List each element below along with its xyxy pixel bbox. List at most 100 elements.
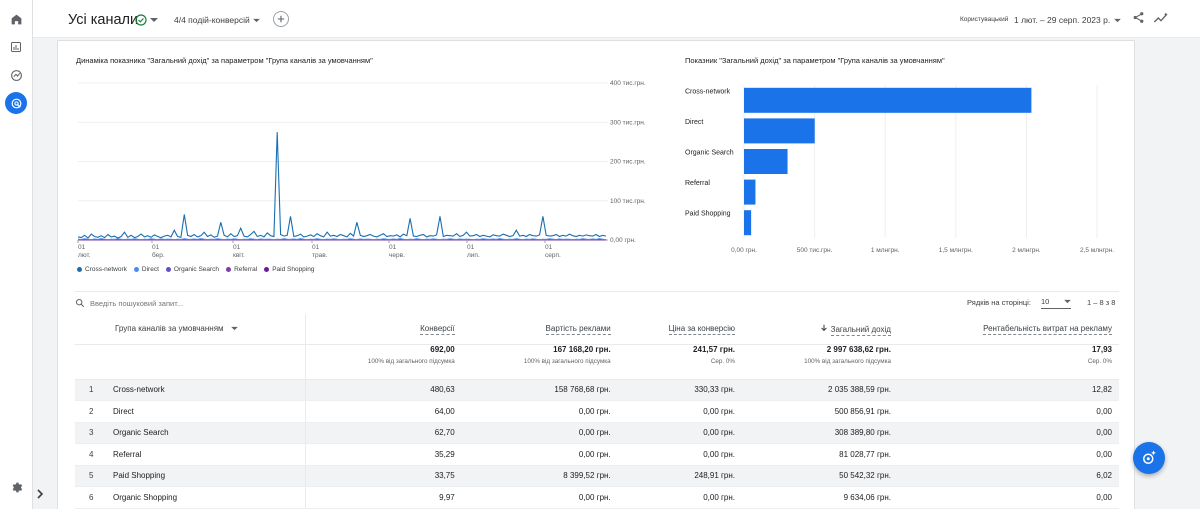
x-tick-label: 2 млнгрн. xyxy=(1012,247,1041,254)
row-channel-name[interactable]: Cross-network xyxy=(113,379,306,401)
series-line xyxy=(77,132,607,239)
bar-category-label: Referral xyxy=(685,180,710,187)
row-metric-cell: 6,02 xyxy=(897,465,1119,487)
row-metric-cell: 64,00 xyxy=(305,400,462,423)
legend-item[interactable]: Referral xyxy=(226,266,257,273)
x-tick-month: черв. xyxy=(389,252,405,259)
date-range-text: 1 лют. – 29 серп. 2023 р. xyxy=(1014,15,1111,25)
row-metric-cell: 50 542,32 грн. xyxy=(742,465,898,487)
table-row: 6 Organic Shopping 9,97 0,00 грн. 0,00 грн. 9… xyxy=(75,486,1119,509)
search-icon xyxy=(75,298,85,308)
x-tick-month: лют. xyxy=(78,252,91,259)
row-metric-cell: 33,75 xyxy=(305,465,462,487)
x-tick-label: 500 тис.грн. xyxy=(797,247,833,254)
rows-per-page-select[interactable]: 10 xyxy=(1041,295,1071,309)
expand-nav-chevron-icon[interactable] xyxy=(33,486,47,502)
settings-gear-icon[interactable] xyxy=(5,476,27,498)
row-index: 3 xyxy=(75,422,113,444)
column-header-ad-cost[interactable]: Вартість реклами xyxy=(461,314,618,345)
reports-icon[interactable] xyxy=(5,36,27,58)
table-toolbar: Рядків на сторінці: 10 1 – 8 з 8 xyxy=(75,291,1119,313)
bar-category-label: Paid Shopping xyxy=(685,211,731,218)
row-channel-name[interactable]: Organic Search xyxy=(113,422,306,444)
bar-chart-title: Показник "Загальний дохід" за параметром… xyxy=(685,56,945,65)
totals-label-cell xyxy=(75,344,306,380)
chevron-down-icon xyxy=(150,18,158,22)
row-metric-cell: 308 389,80 грн. xyxy=(742,422,898,444)
column-header-conversions[interactable]: Конверсії xyxy=(305,314,462,345)
line-chart: 400 тис.грн. 300 тис.грн. 200 тис.грн. 100 … xyxy=(77,80,646,259)
report-status-selector[interactable] xyxy=(135,12,165,28)
row-metric-cell: 500 856,91 грн. xyxy=(742,400,898,423)
home-icon[interactable] xyxy=(5,8,27,30)
legend-item[interactable]: Direct xyxy=(133,266,159,273)
dimension-header[interactable]: Група каналів за умовчанням xyxy=(75,314,306,345)
bar[interactable] xyxy=(744,179,756,205)
row-metric-cell: 35,29 xyxy=(305,443,462,466)
legend-label: Direct xyxy=(141,266,159,273)
series-line xyxy=(77,238,607,241)
row-metric-cell: 2 035 388,59 грн. xyxy=(742,379,898,401)
y-tick-label: 200 тис.грн. xyxy=(610,159,646,166)
row-metric-cell: 0,00 xyxy=(897,486,1119,509)
legend-item[interactable]: Paid Shopping xyxy=(264,266,314,273)
column-header-cost-per-conversion[interactable]: Ціна за конверсію xyxy=(617,314,743,345)
table-search-input[interactable] xyxy=(90,295,390,311)
bar-category-label: Organic Search xyxy=(685,150,734,157)
legend-label: Cross-network xyxy=(85,266,127,273)
share-icon[interactable] xyxy=(1132,11,1146,25)
x-tick-day: 01 xyxy=(389,244,397,251)
bar[interactable] xyxy=(744,210,752,236)
x-tick-month: серп. xyxy=(545,252,561,259)
column-header-total-revenue[interactable]: Загальний дохід xyxy=(742,314,898,345)
table-row: 3 Organic Search 62,70 0,00 грн. 0,00 грн. 30… xyxy=(75,422,1119,444)
insights-fab-button[interactable] xyxy=(1133,442,1165,474)
data-table: Група каналів за умовчанням Конверсії Ва… xyxy=(75,314,1119,509)
row-metric-cell: 8 399,52 грн. xyxy=(461,465,618,487)
row-channel-name[interactable]: Organic Shopping xyxy=(113,486,306,509)
insights-sparkline-icon[interactable] xyxy=(1153,11,1169,25)
total-cell: 692,00 100% від загального підсумка xyxy=(305,344,462,380)
bar[interactable] xyxy=(744,149,788,174)
bar-category-label: Direct xyxy=(685,119,703,126)
legend-label: Organic Search xyxy=(173,266,220,273)
x-tick-label: 0,00 грн. xyxy=(731,247,757,254)
row-metric-cell: 480,63 xyxy=(305,379,462,401)
bar[interactable] xyxy=(744,87,1032,113)
y-tick-label: 300 тис.грн. xyxy=(610,119,646,126)
row-metric-cell: 12,82 xyxy=(897,379,1119,401)
row-metric-cell: 0,00 грн. xyxy=(617,486,743,509)
total-cell: 167 168,20 грн. 100% від загального підсу… xyxy=(461,344,618,380)
x-tick-day: 01 xyxy=(78,244,86,251)
x-tick-month: бер. xyxy=(152,251,165,259)
page-title: Усі канали xyxy=(68,12,139,28)
row-channel-name[interactable]: Direct xyxy=(113,400,306,423)
legend-swatch xyxy=(77,267,82,272)
column-header-roas[interactable]: Рентабельність витрат на рекламу xyxy=(897,314,1119,345)
legend-swatch xyxy=(226,267,232,272)
row-metric-cell: 0,00 грн. xyxy=(617,443,743,466)
bar[interactable] xyxy=(744,118,815,144)
row-channel-name[interactable]: Referral xyxy=(113,443,306,466)
row-channel-name[interactable]: Paid Shopping xyxy=(113,465,306,487)
x-tick-month: лип. xyxy=(467,252,480,259)
check-circle-icon xyxy=(135,14,147,26)
add-comparison-button[interactable] xyxy=(273,11,289,27)
left-nav-rail xyxy=(0,0,33,509)
row-metric-cell: 0,00 грн. xyxy=(461,443,618,466)
date-range-picker[interactable]: 1 лют. – 29 серп. 2023 р. xyxy=(1014,15,1122,25)
advertising-icon[interactable] xyxy=(5,92,27,114)
x-tick-label: 1 млнгрн. xyxy=(871,247,900,254)
row-metric-cell: 9 634,06 грн. xyxy=(742,486,898,509)
report-header: Усі канали 4/4 подій-конверсій Користува… xyxy=(33,0,1200,38)
explore-icon[interactable] xyxy=(5,64,27,86)
x-tick-day: 01 xyxy=(312,244,320,251)
legend-item[interactable]: Organic Search xyxy=(165,266,220,273)
legend-label: Referral xyxy=(234,266,258,273)
row-index: 1 xyxy=(75,379,113,401)
conversion-events-selector[interactable]: 4/4 подій-конверсій xyxy=(174,15,260,25)
chevron-down-icon xyxy=(252,18,260,22)
line-chart-title: Динаміка показника "Загальний дохід" за … xyxy=(76,56,373,65)
y-tick-label: 400 тис.грн. xyxy=(610,80,646,87)
legend-item[interactable]: Cross-network xyxy=(77,266,127,273)
